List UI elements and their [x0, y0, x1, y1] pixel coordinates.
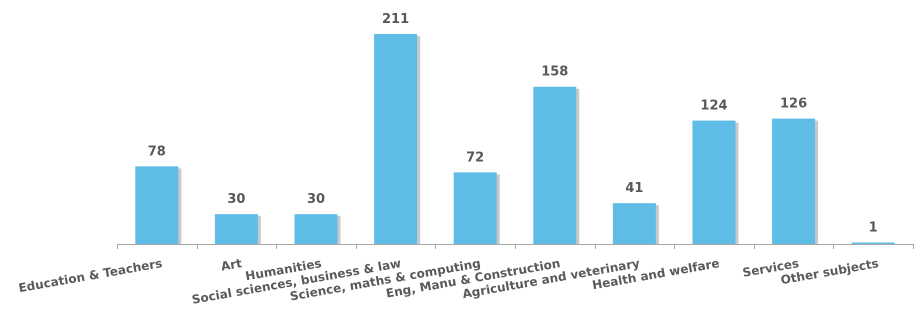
bar [294, 214, 338, 244]
data-label: 30 [307, 192, 325, 207]
bars [135, 34, 895, 245]
bar [453, 172, 497, 244]
bar [612, 203, 656, 244]
bar [851, 242, 895, 244]
data-label: 30 [227, 192, 245, 207]
data-label: 1 [869, 221, 878, 236]
bar [135, 166, 179, 244]
category-label: Art [220, 256, 243, 273]
data-label: 41 [625, 181, 643, 196]
data-label: 158 [541, 65, 568, 80]
data-label: 126 [780, 97, 807, 112]
data-labels: 78 30 30 211 72 158 41 124 126 1 [148, 12, 878, 236]
data-label: 72 [466, 150, 484, 165]
data-label: 78 [148, 144, 166, 159]
bar [374, 34, 418, 244]
x-axis-ticks [117, 244, 914, 249]
bar [692, 120, 736, 244]
data-label: 211 [382, 12, 409, 27]
category-label: Education & Teachers [17, 256, 163, 295]
bar [214, 214, 258, 244]
bar [772, 118, 816, 244]
data-label: 124 [700, 99, 727, 114]
bar [533, 86, 577, 245]
category-labels: Education & Teachers Art HumanitiesSocial … [17, 256, 879, 307]
